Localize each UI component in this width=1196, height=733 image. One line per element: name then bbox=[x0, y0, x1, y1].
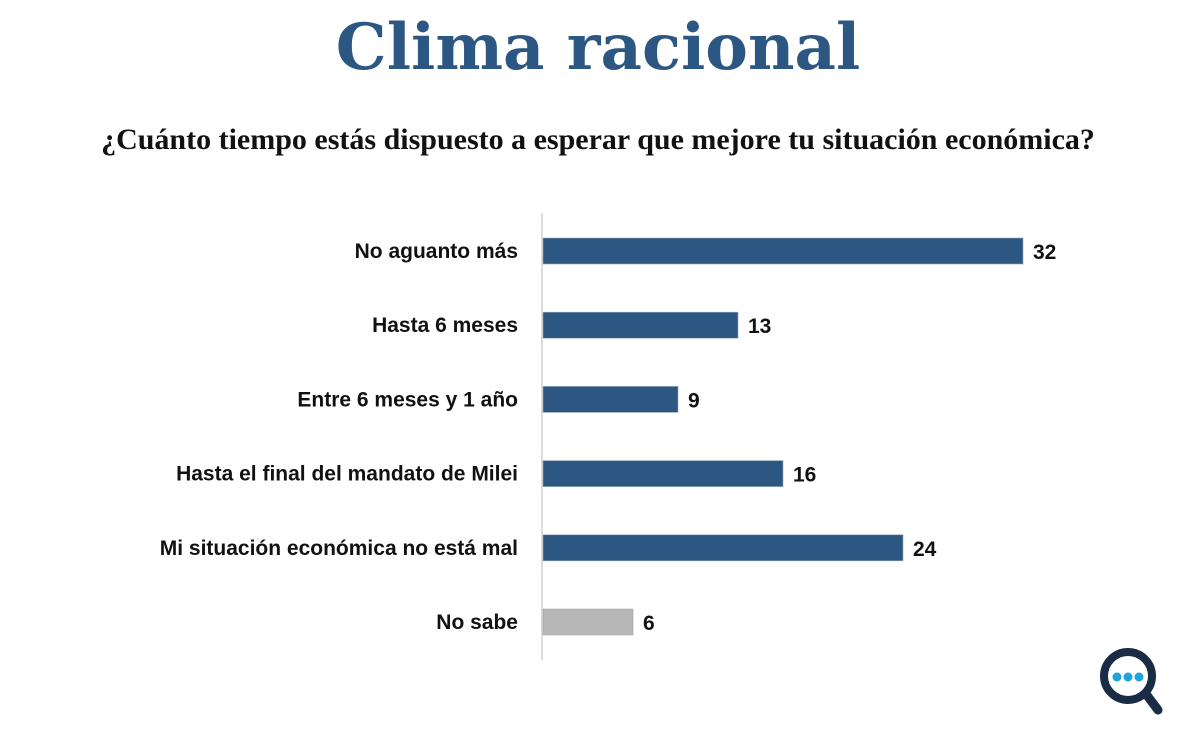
search-chat-bubble-icon bbox=[1100, 648, 1163, 715]
logo-dot bbox=[1134, 672, 1144, 682]
data-label: 13 bbox=[748, 315, 771, 338]
category-label: Hasta el final del mandato de Milei bbox=[176, 463, 518, 486]
data-label: 16 bbox=[793, 464, 816, 487]
bar bbox=[542, 534, 904, 562]
category-label: Entre 6 meses y 1 año bbox=[297, 388, 518, 411]
logo-handle bbox=[1141, 689, 1163, 715]
chart-subtitle: ¿Cuánto tiempo estás dispuesto a esperar… bbox=[101, 123, 1095, 156]
category-label: Mi situación económica no está mal bbox=[160, 537, 518, 560]
logo-dot bbox=[1112, 672, 1122, 682]
bar bbox=[542, 386, 679, 413]
category-label: Hasta 6 meses bbox=[372, 314, 518, 337]
logo-dot bbox=[1123, 672, 1133, 682]
data-label: 32 bbox=[1033, 241, 1056, 264]
bar bbox=[542, 237, 1024, 265]
bar bbox=[542, 460, 784, 487]
data-label: 6 bbox=[643, 612, 655, 635]
chart-title: Clima racional bbox=[335, 10, 861, 85]
bar bbox=[542, 311, 739, 339]
logo-ring bbox=[1100, 648, 1156, 704]
data-label: 9 bbox=[688, 389, 700, 412]
data-label: 24 bbox=[913, 538, 937, 561]
category-label: No aguanto más bbox=[355, 240, 518, 263]
category-label: No sabe bbox=[436, 611, 518, 634]
bar bbox=[542, 608, 634, 636]
